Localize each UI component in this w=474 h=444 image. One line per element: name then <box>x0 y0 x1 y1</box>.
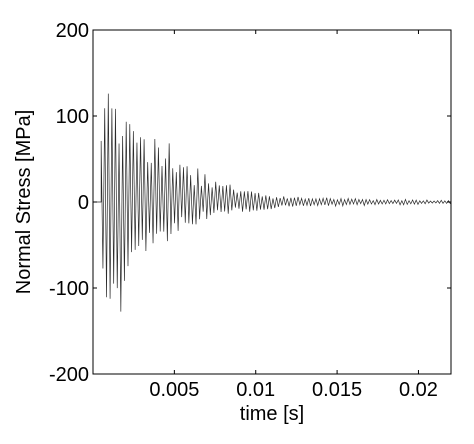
y-tick-label: -200 <box>49 364 89 386</box>
y-tick-label: 100 <box>56 106 89 128</box>
series-line <box>93 93 452 312</box>
x-tick-label: 0.015 <box>312 379 362 401</box>
x-axis-label: time [s] <box>240 403 304 425</box>
y-tick-label: 0 <box>78 192 89 214</box>
y-axis-label: Normal Stress [MPa] <box>13 110 35 294</box>
tick-layer: 200 100 0 -100 -200 0.005 0.01 0.015 0.02 <box>49 20 451 401</box>
x-tick-label: 0.02 <box>399 379 438 401</box>
x-tick-label: 0.005 <box>149 379 199 401</box>
y-tick-label: -100 <box>49 278 89 300</box>
signal-layer <box>93 93 452 312</box>
y-tick-label: 200 <box>56 20 89 42</box>
x-tick-label: 0.01 <box>236 379 275 401</box>
